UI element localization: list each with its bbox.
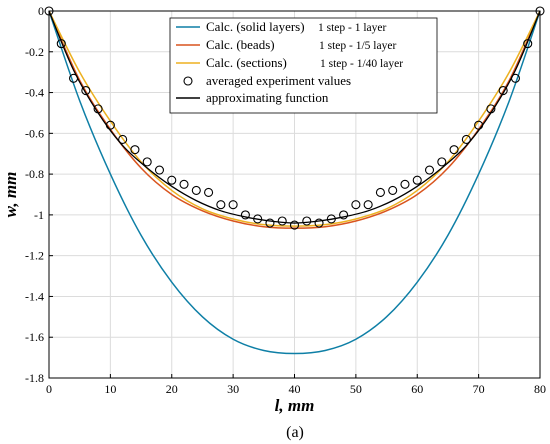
experiment-point [302,216,312,226]
legend-label: approximating function [206,90,329,105]
x-tick-label: 10 [104,382,116,396]
legend-solid-layers: Calc. (solid layers) 1 step - 1 layer [176,19,387,34]
experiment-point [289,220,300,230]
x-tick-label: 30 [227,382,239,396]
y-tick-label: -0.2 [25,45,44,59]
y-tick-label: -1.2 [25,249,44,263]
experiment-point [375,187,385,198]
experiment-point [204,187,214,198]
experiment-point [118,134,128,144]
y-axis-label: w, mm [1,172,20,218]
experiment-point [388,185,398,195]
legend-sections: Calc. (sections) 1 step - 1/40 layer [176,55,403,70]
experiment-point [314,218,324,228]
experiment-point [216,200,226,210]
y-tick-label: -0.8 [25,167,44,181]
experiment-point [449,145,459,155]
legend-approximating: approximating function [176,90,329,105]
x-tick-label: 20 [166,382,178,396]
experiment-point [69,73,79,83]
axis-ticks: 0 10 20 30 40 50 60 70 80 0 -0.2 -0.4 -0.6 -0.8 -1 -1.2… [25,4,546,396]
series-beads-line [48,10,541,229]
legend-note: 1 step - 1/5 layer [319,40,396,52]
legend-box [169,17,438,114]
x-tick-label: 50 [350,382,362,396]
y-tick-label: -0.6 [25,126,44,140]
experiment-point [400,179,410,189]
experiment-point [167,175,177,185]
experiment-point [56,39,66,49]
experiment-point [510,73,521,83]
experiment-point [253,214,263,224]
experiment-point [412,175,422,185]
x-tick-label: 80 [534,382,546,396]
legend-swatch [183,76,193,86]
legend-beads: Calc. (beads) 1 step - 1/5 layer [176,37,396,52]
y-tick-label: 0 [38,4,44,18]
experiment-point [326,214,336,224]
series-solid-layers-line [48,10,541,355]
figure-caption: (a) [286,424,304,441]
x-tick-label: 60 [411,382,423,396]
x-tick-label: 40 [289,382,301,396]
legend-label: Calc. (sections) [206,55,287,70]
y-tick-label: -0.4 [25,86,44,100]
legend: Calc. (solid layers) 1 step - 1 layerCalc… [169,17,438,114]
series-layer [44,6,545,355]
x-tick-label: 0 [46,382,52,396]
legend-experiment: averaged experiment values [183,73,351,88]
experiment-point [486,104,496,114]
legend-label: Calc. (solid layers) [206,19,305,34]
y-tick-label: -1.8 [25,371,44,385]
experiment-point [105,120,115,130]
legend-note: 1 step - 1/40 layer [320,58,403,70]
experiment-point [265,218,275,228]
experiment-point [461,134,471,144]
experiment-point [240,210,250,220]
experiment-point [179,179,189,189]
experiment-point [363,200,373,210]
experiment-point [191,185,201,195]
experiment-point [474,120,484,130]
y-tick-label: -1 [34,208,44,222]
experiment-point [498,85,508,96]
experiment-point [130,145,140,155]
legend-label: averaged experiment values [206,73,351,88]
legend-label: Calc. (beads) [206,37,275,52]
experiment-point [154,165,165,175]
series-approximating-line [48,10,541,224]
experiment-point [351,200,361,210]
experiment-point [142,157,152,167]
experiment-point [339,210,349,220]
x-axis-label: l, mm [275,396,315,415]
experiment-point [81,85,91,96]
legend-note: 1 step - 1 layer [318,22,387,34]
x-tick-label: 70 [473,382,485,396]
experiment-point [93,104,103,114]
experiment-point [523,39,533,49]
experiment-point [424,165,435,175]
experiment-point [437,157,447,167]
series-experiment-points [44,6,545,230]
experiment-point [228,200,238,210]
y-tick-label: -1.4 [25,289,44,303]
series-sections-line [48,10,541,227]
y-tick-label: -1.6 [25,330,44,344]
experiment-point [277,216,287,226]
